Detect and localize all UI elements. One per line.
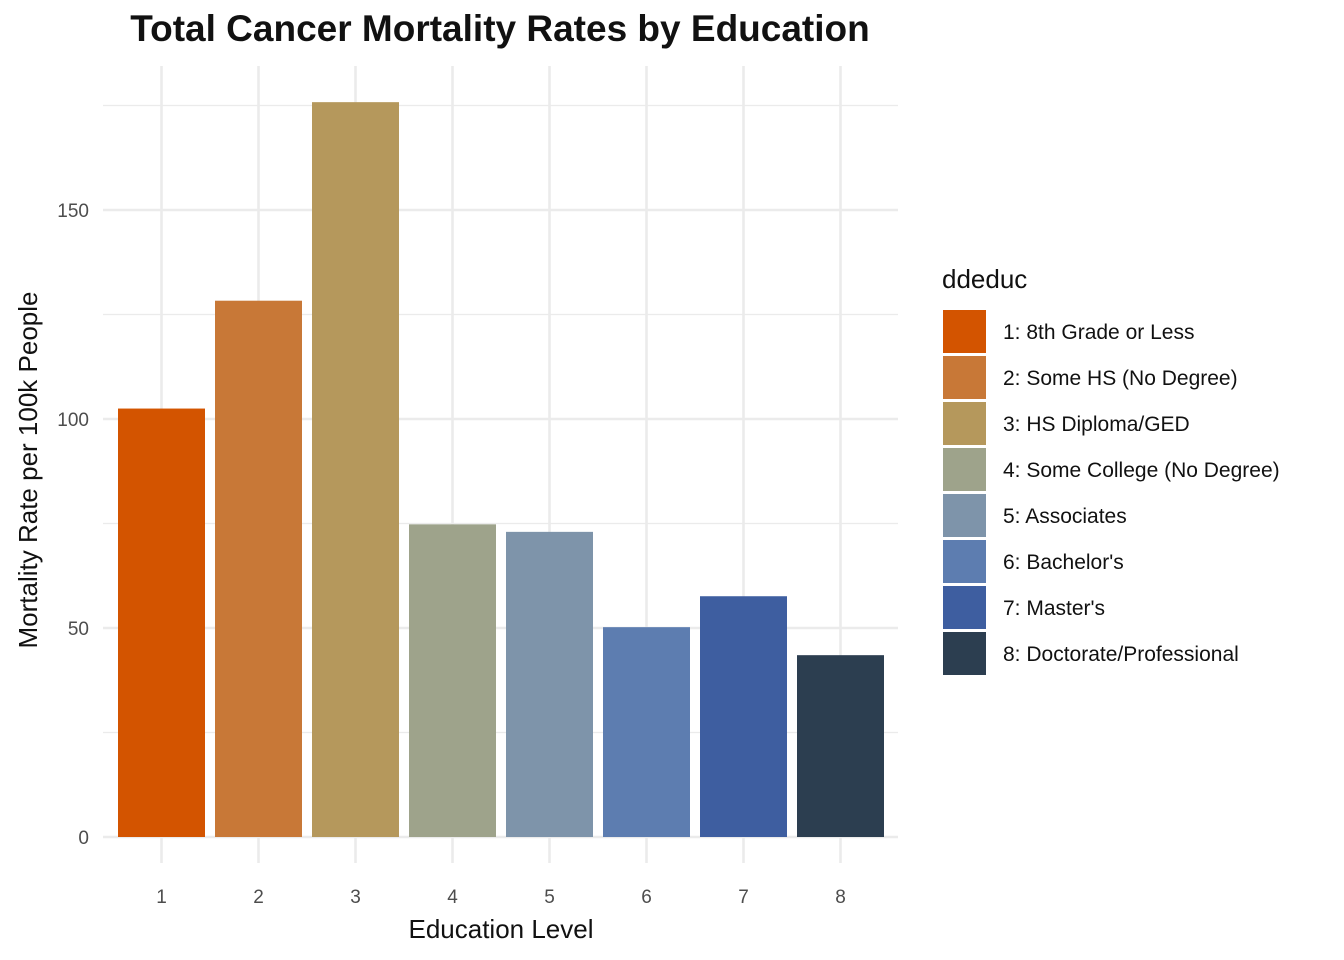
y-tick-label: 50	[68, 619, 89, 640]
bar-4	[409, 524, 496, 837]
y-tick-labels: 0 50 100 150	[57, 201, 89, 849]
bar-3	[312, 102, 399, 837]
x-tick-labels: 1 2 3 4 5 6 7 8	[156, 887, 846, 908]
legend-items: 1: 8th Grade or Less 2: Some HS (No Degre…	[943, 310, 1280, 675]
x-tick-label: 8	[835, 887, 846, 908]
legend-label: 2: Some HS (No Degree)	[1003, 367, 1238, 390]
x-tick-label: 1	[156, 887, 167, 908]
legend-label: 6: Bachelor's	[1003, 551, 1124, 574]
bar-6	[603, 627, 690, 837]
legend-label: 4: Some College (No Degree)	[1003, 459, 1280, 482]
legend-swatch	[943, 310, 986, 353]
bars-layer	[118, 102, 884, 837]
x-tick-label: 3	[350, 887, 361, 908]
x-tick-label: 2	[253, 887, 264, 908]
y-tick-label: 0	[78, 828, 89, 849]
legend-title: ddeduc	[942, 264, 1027, 294]
bar-5	[506, 531, 593, 837]
x-tick-label: 4	[447, 887, 458, 908]
legend-swatch	[943, 540, 986, 583]
chart-title: Total Cancer Mortality Rates by Educatio…	[130, 8, 870, 49]
x-tick-label: 6	[641, 887, 652, 908]
bar-7	[700, 596, 787, 837]
bar-8	[797, 655, 884, 837]
legend-swatch	[943, 402, 986, 445]
y-tick-label: 100	[57, 410, 89, 431]
legend-swatch	[943, 586, 986, 629]
x-tick-label: 5	[544, 887, 555, 908]
y-axis-title: Mortality Rate per 100k People	[13, 292, 43, 649]
y-tick-label: 150	[57, 201, 89, 222]
legend-swatch	[943, 494, 986, 537]
legend-label: 8: Doctorate/Professional	[1003, 643, 1239, 666]
legend-label: 7: Master's	[1003, 597, 1105, 620]
legend-swatch	[943, 356, 986, 399]
legend-label: 3: HS Diploma/GED	[1003, 413, 1190, 436]
legend-label: 1: 8th Grade or Less	[1003, 321, 1194, 344]
x-axis-title: Education Level	[408, 914, 593, 944]
legend-label: 5: Associates	[1003, 505, 1127, 528]
bar-2	[215, 300, 302, 837]
legend: ddeduc 1: 8th Grade or Less 2: Some HS (N…	[942, 264, 1280, 675]
legend-swatch	[943, 448, 986, 491]
legend-swatch	[943, 632, 986, 675]
x-tick-label: 7	[738, 887, 749, 908]
bar-1	[118, 408, 205, 837]
